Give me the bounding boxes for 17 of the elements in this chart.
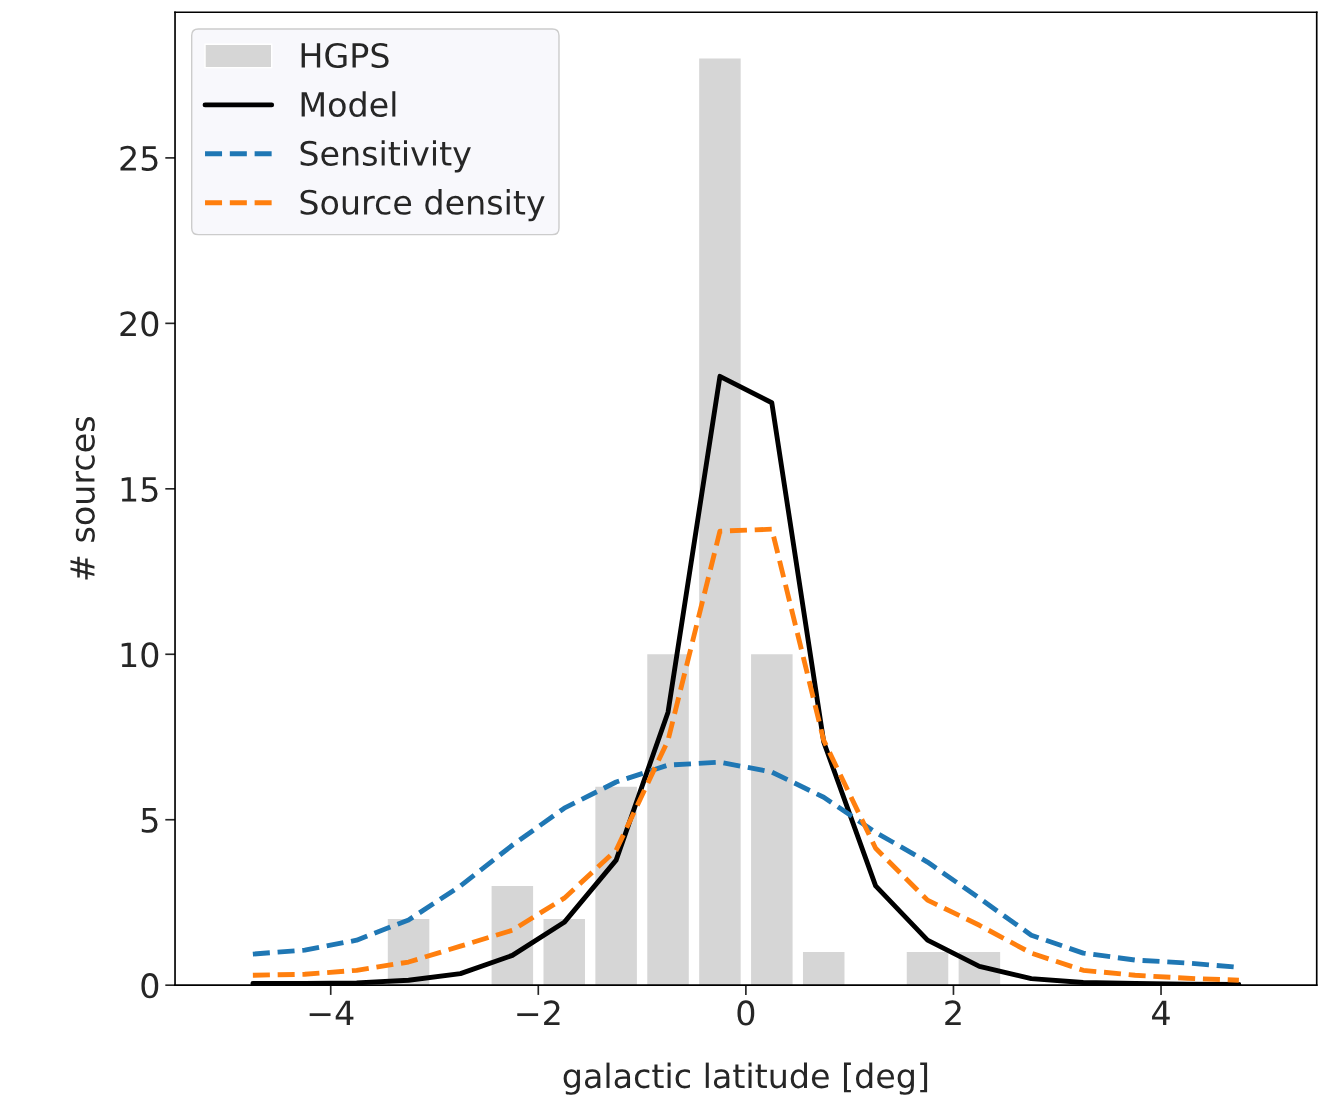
y-tick-label: 10 xyxy=(121,642,159,668)
y-tick-label: 0 xyxy=(141,973,159,999)
x-tick-label: −2 xyxy=(517,1000,560,1026)
legend-label: Source density xyxy=(300,189,545,222)
legend-label: HGPS xyxy=(301,42,389,69)
legend-label: Model xyxy=(301,91,396,118)
legend-label: Sensitivity xyxy=(300,140,471,173)
y-tick-label: 5 xyxy=(141,808,158,833)
y-tick-label: 15 xyxy=(121,477,158,502)
x-tick-label: −4 xyxy=(309,1000,354,1026)
x-tick-label: 4 xyxy=(1152,1000,1170,1026)
x-axis-title: galactic latitude [deg] xyxy=(563,1062,928,1095)
y-tick-label: 25 xyxy=(120,145,158,172)
x-tick-label: 0 xyxy=(737,1000,755,1026)
x-tick-label: 2 xyxy=(945,1000,961,1026)
y-axis-title: # sources xyxy=(70,417,95,580)
y-tick-label: 20 xyxy=(120,311,159,337)
